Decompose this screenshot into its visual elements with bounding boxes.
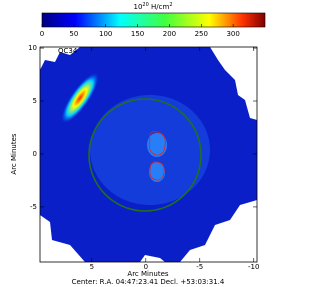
colorbar-tick-label: 100 [99,30,112,38]
colorbar [41,12,266,28]
colorbar-tick-label: 300 [226,30,239,38]
y-axis-label: Arc Minutes [10,133,18,174]
contour [149,161,165,181]
footer: Center: R.A. 04:47:23.41 Decl. +53:03:31… [72,278,225,286]
colorbar-tick-label: 250 [195,30,208,38]
plot-frame [39,46,258,263]
x-tick-label: -10 [248,263,259,271]
chart: 1020 H/cm2 OC34 Arc Minutes Arc Minutes … [10,2,266,286]
y-tick-label: 10 [28,44,37,52]
x-axis-label: Arc Minutes [127,270,168,278]
colorbar-tick-label: 50 [69,30,78,38]
x-tick-label: 0 [144,263,148,271]
y-tick-label: -5 [30,203,37,211]
x-tick-label: 5 [90,263,94,271]
annotation: OC34 [58,47,78,55]
beam-circle [88,98,202,212]
colorbar-label: 1020 H/cm2 [134,2,173,12]
colorbar-tick-label: 0 [40,30,44,38]
x-tick-label: -5 [196,263,203,271]
y-tick-label: 5 [33,97,37,105]
map-image [40,47,257,262]
y-tick-label: 0 [33,150,37,158]
colorbar-tick-label: 150 [131,30,144,38]
colorbar-tick-label: 200 [163,30,176,38]
contour [148,131,166,156]
